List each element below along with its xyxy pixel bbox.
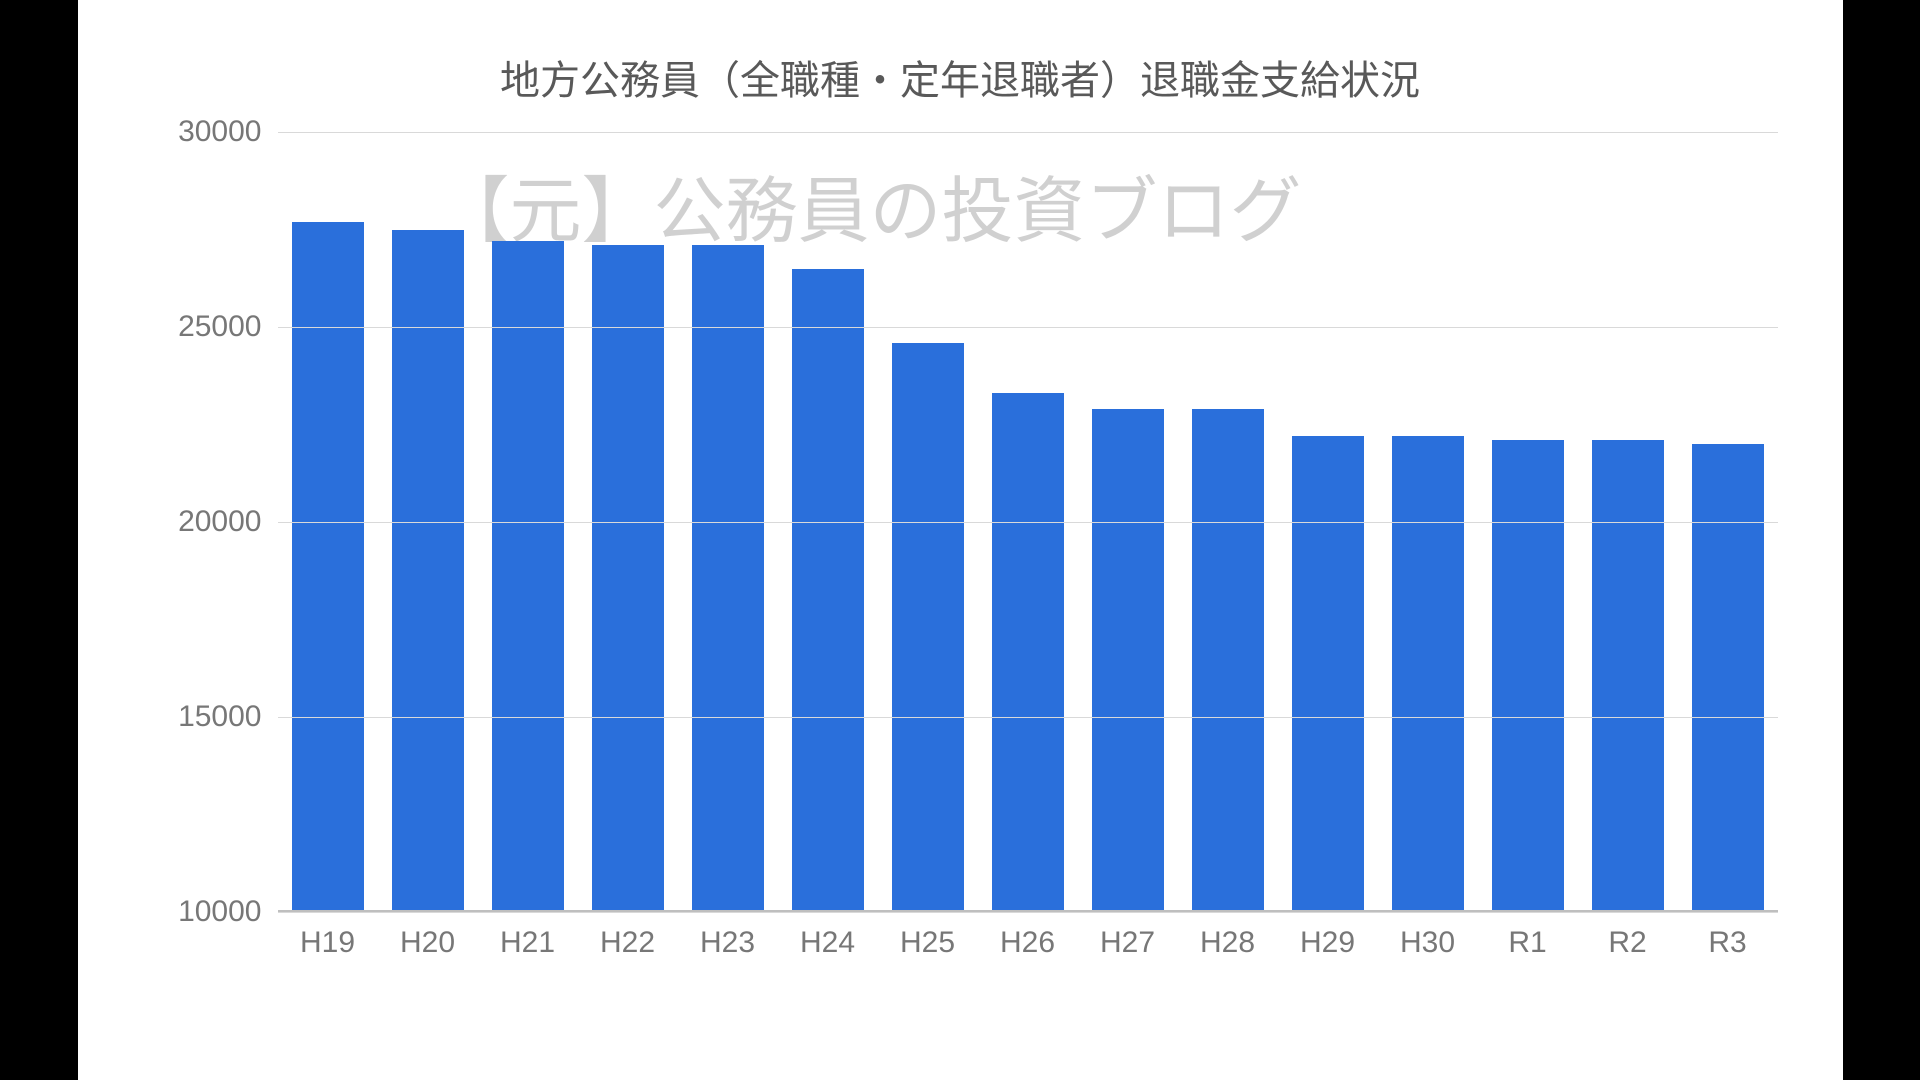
x-tick-label: R2 <box>1608 912 1646 960</box>
y-tick-label: 15000 <box>178 700 277 734</box>
y-tick-label: 10000 <box>178 895 277 929</box>
bar <box>1192 409 1264 912</box>
y-tick-label: 30000 <box>178 115 277 149</box>
x-tick-label: H19 <box>300 912 355 960</box>
x-tick-label: H24 <box>800 912 855 960</box>
bar <box>1392 436 1464 912</box>
x-tick-label: H30 <box>1400 912 1455 960</box>
grid-line <box>278 132 1778 133</box>
bar <box>692 245 764 912</box>
x-tick-label: H25 <box>900 912 955 960</box>
x-tick-label: H22 <box>600 912 655 960</box>
y-tick-label: 20000 <box>178 505 277 539</box>
x-tick-label: H23 <box>700 912 755 960</box>
bar <box>892 343 964 912</box>
bar <box>992 393 1064 912</box>
chart-panel: 地方公務員（全職種・定年退職者）退職金支給状況 【元】公務員の投資ブログ 100… <box>78 0 1843 1080</box>
x-tick-label: H29 <box>1300 912 1355 960</box>
bar <box>1592 440 1664 912</box>
x-tick-label: H26 <box>1000 912 1055 960</box>
bar <box>792 269 864 913</box>
y-tick-label: 25000 <box>178 310 277 344</box>
bar <box>392 230 464 913</box>
bar <box>1492 440 1564 912</box>
chart-title: 地方公務員（全職種・定年退職者）退職金支給状況 <box>78 48 1843 106</box>
bar <box>492 241 564 912</box>
grid-line <box>278 717 1778 718</box>
bar <box>292 222 364 912</box>
x-tick-label: R1 <box>1508 912 1546 960</box>
x-tick-label: R3 <box>1708 912 1746 960</box>
grid-line <box>278 522 1778 523</box>
x-tick-label: H21 <box>500 912 555 960</box>
bar <box>1092 409 1164 912</box>
x-tick-label: H28 <box>1200 912 1255 960</box>
bar <box>592 245 664 912</box>
bar <box>1292 436 1364 912</box>
bar <box>1692 444 1764 912</box>
x-tick-label: H20 <box>400 912 455 960</box>
grid-line <box>278 327 1778 328</box>
plot-area: 1000015000200002500030000H19H20H21H22H23… <box>278 132 1778 912</box>
x-tick-label: H27 <box>1100 912 1155 960</box>
